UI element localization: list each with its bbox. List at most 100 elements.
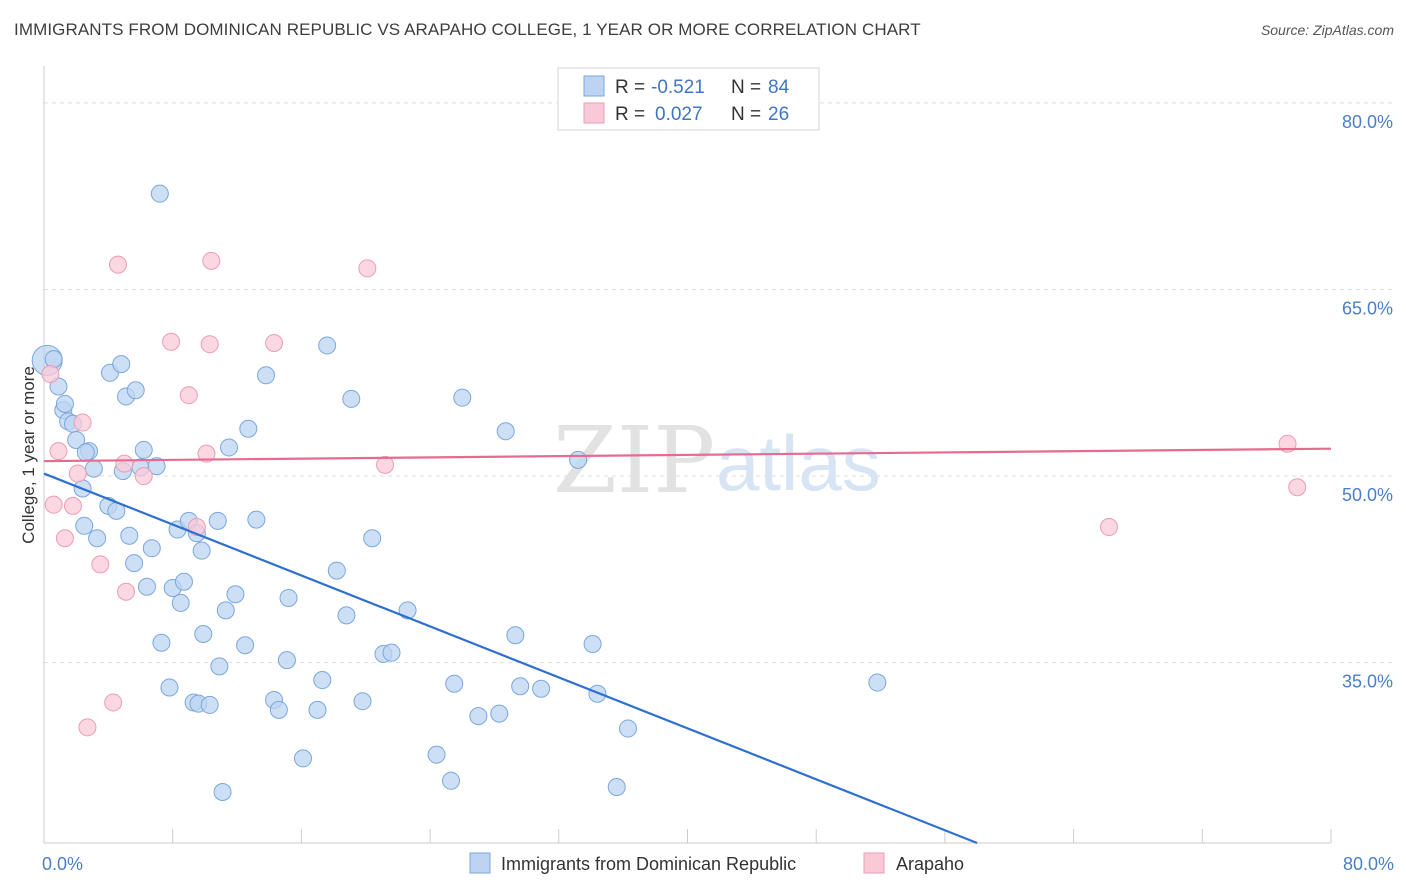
immigrants-point [337,606,356,625]
immigrants-point [88,529,107,548]
grid [44,102,1392,664]
y-tick-label: 65.0% [1342,298,1393,318]
arapaho-point [44,495,63,514]
legend-bottom-pink-label: Arapaho [896,854,964,874]
immigrants-point [126,381,145,400]
immigrants-point [398,601,417,620]
immigrants-point [142,539,161,558]
legend-pink-r-value: 0.027 [655,104,703,125]
immigrants-point [134,440,153,459]
immigrants-point [84,459,103,478]
immigrants-point [277,651,296,670]
arapaho-point [91,555,110,574]
immigrants-point [213,783,232,801]
arapaho-point [1288,478,1307,497]
legend-pink-swatch [583,102,605,124]
immigrants-point [445,674,464,693]
immigrants-point [308,700,327,719]
arapaho-point [68,464,87,483]
immigrants-point [469,707,488,726]
arapaho-point [115,454,134,473]
immigrants-point [490,704,509,723]
legend-top: R = -0.521 N = 84 R = 0.027 N = 26 [557,67,820,131]
legend-blue-swatch [583,75,605,97]
immigrants-point [442,771,461,790]
arapaho-point [104,693,123,712]
immigrants-point [216,601,235,620]
x-tick-label: 80.0% [1343,854,1394,874]
legend-bottom-blue-label: Immigrants from Dominican Republic [501,854,796,874]
immigrants-point [382,643,401,662]
arapaho-point [49,442,68,461]
legend-pink-n-value: 26 [768,104,789,125]
arapaho-point [41,365,60,384]
arapaho-point [117,582,136,601]
immigrants-point [171,593,190,612]
immigrants-point [200,695,219,714]
arapaho-point [1099,518,1118,537]
immigrants-point [192,541,211,560]
y-tick-label: 35.0% [1342,672,1393,692]
immigrants-point [226,585,245,604]
arapaho-point [376,455,395,474]
immigrants-point [150,184,169,203]
immigrants-point [236,636,255,655]
immigrants-point [210,657,229,676]
immigrants-point [569,450,588,469]
immigrants-point [353,692,372,711]
x-tick-labels: 0.0% 80.0% [42,854,1394,874]
immigrants-point [44,350,63,369]
arapaho-point [73,413,92,432]
arapaho-point [63,496,82,515]
immigrants-point [318,336,337,355]
immigrants-point [868,673,887,692]
y-tick-label: 50.0% [1342,485,1393,505]
arapaho-point [179,386,198,405]
immigrants-point [506,626,525,645]
arapaho-point [109,255,128,274]
immigrants-point [453,388,472,407]
axes [43,66,1332,844]
immigrants-point [147,457,166,476]
immigrants-point [496,422,515,441]
immigrants-point [257,366,276,385]
x-tick-label: 0.0% [42,854,83,874]
arapaho-point [202,251,221,270]
arapaho-trend-line [43,447,1332,463]
arapaho-point [265,333,284,352]
arapaho-point [197,444,216,463]
source-note: Source: ZipAtlas.com [1260,22,1394,38]
arapaho-point [134,467,153,486]
immigrants-point [618,719,637,738]
immigrants-point [112,355,131,374]
series-arapaho-points [41,251,1307,737]
immigrants-trend-line [43,472,978,845]
immigrants-point [607,778,626,797]
legend-bottom-blue-swatch [469,852,491,874]
immigrants-point [174,572,193,591]
immigrants-point [152,633,171,652]
chart-title: IMMIGRANTS FROM DOMINICAN REPUBLIC VS AR… [14,20,921,39]
legend-blue-n-label: N = [731,77,761,98]
immigrants-point [76,443,95,462]
legend-blue-r-label: R = [615,77,645,98]
immigrants-point [67,430,86,449]
immigrants-point [55,394,74,413]
arapaho-point [78,718,97,737]
trend-lines [43,447,1332,845]
legend-pink-n-label: N = [731,104,761,125]
arapaho-point [358,259,377,278]
immigrants-point [269,700,288,719]
arapaho-point [162,332,181,351]
y-tick-label: 80.0% [1342,112,1393,132]
watermark-atlas: atlas [716,419,881,507]
immigrants-point [125,554,144,573]
immigrants-point [208,511,227,530]
immigrants-point [75,516,94,535]
immigrants-point [583,634,602,653]
immigrants-point [532,679,551,698]
immigrants-point [363,529,382,548]
legend-bottom-pink-swatch [863,852,885,874]
immigrants-point [427,745,446,764]
